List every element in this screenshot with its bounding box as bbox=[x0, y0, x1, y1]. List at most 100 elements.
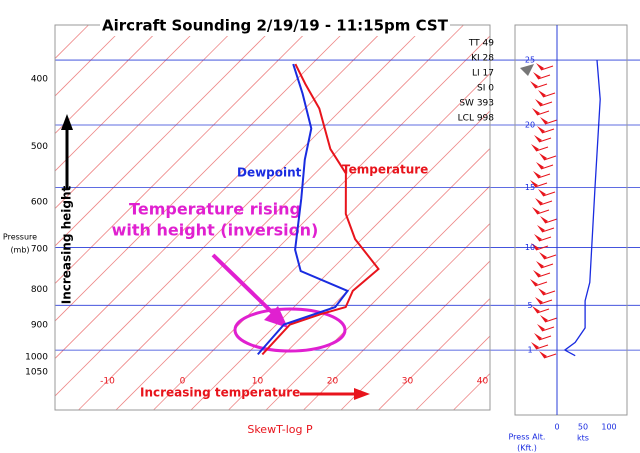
stat: LI 17 bbox=[472, 69, 494, 79]
barb-staff bbox=[540, 263, 554, 269]
barb-flag bbox=[533, 270, 541, 277]
barb-flag bbox=[539, 153, 547, 160]
title-bg bbox=[100, 16, 450, 36]
stat: KI 28 bbox=[471, 54, 494, 64]
barb-flag bbox=[537, 126, 545, 133]
barb-staff bbox=[534, 281, 548, 287]
x-tick-label: 40 bbox=[477, 377, 489, 387]
barb-staff bbox=[537, 173, 551, 179]
barb-flag bbox=[535, 99, 543, 106]
barb-staff bbox=[534, 182, 548, 188]
barb-flag bbox=[537, 225, 545, 232]
barb-flag bbox=[531, 243, 539, 250]
barb-flag bbox=[538, 288, 546, 295]
barb-flag bbox=[536, 63, 544, 70]
barb-staff bbox=[543, 155, 557, 161]
legend-label: Temperature bbox=[342, 163, 428, 177]
wind-y-tick-label: 15 bbox=[525, 183, 535, 192]
chart-title: Aircraft Sounding 2/19/19 - 11:15pm CST bbox=[102, 17, 449, 35]
isotherm-minor bbox=[55, 25, 202, 172]
barb-staff bbox=[534, 83, 548, 89]
barb-flag bbox=[530, 81, 538, 88]
barb-staff bbox=[537, 272, 551, 278]
annotation: Increasing temperature bbox=[140, 386, 300, 400]
barb-flag bbox=[534, 333, 542, 340]
y-tick-label: 400 bbox=[31, 74, 48, 84]
annotation: Temperature rising bbox=[129, 200, 301, 219]
barb-flag bbox=[539, 252, 547, 259]
wind-line bbox=[563, 60, 601, 357]
arrow-head bbox=[264, 306, 288, 328]
barb-flag bbox=[532, 108, 540, 115]
barb-staff bbox=[544, 119, 558, 125]
isotherm bbox=[303, 222, 490, 410]
wind-y-tick-label: 10 bbox=[525, 243, 535, 252]
barb-staff bbox=[542, 290, 556, 296]
annotation: Increasing height bbox=[60, 185, 74, 304]
x-tick-label: 30 bbox=[402, 377, 414, 387]
wind-x-label: kts bbox=[577, 434, 589, 443]
wind-x-tick-label: 0 bbox=[554, 423, 559, 432]
arrow-head bbox=[61, 114, 73, 130]
y-tick-label: 1000 bbox=[25, 353, 48, 363]
barb-staff bbox=[543, 254, 557, 260]
y-tick-label: 600 bbox=[31, 198, 48, 208]
barb-staff bbox=[535, 344, 549, 350]
isotherm-minor bbox=[55, 25, 127, 97]
barb-flag bbox=[540, 315, 548, 322]
wind-y-label: (Kft.) bbox=[517, 444, 537, 453]
isotherm bbox=[378, 297, 490, 410]
barb-staff bbox=[541, 128, 555, 134]
barb-flag bbox=[540, 117, 548, 124]
barb-flag bbox=[535, 297, 543, 304]
barb-flag bbox=[533, 171, 541, 178]
grid bbox=[55, 25, 640, 410]
barb-flag bbox=[531, 144, 539, 151]
isotherm bbox=[78, 25, 464, 410]
wind-y-tick-label: 20 bbox=[525, 121, 535, 130]
barb-staff bbox=[538, 137, 552, 143]
barb-staff bbox=[535, 146, 549, 152]
y-tick-label: 800 bbox=[31, 285, 48, 295]
barb-flag bbox=[533, 72, 541, 79]
x-tick-label: 0 bbox=[180, 377, 186, 387]
isotherm-minor bbox=[55, 25, 389, 360]
wind-y-tick-label: 1 bbox=[527, 346, 532, 355]
barb-staff bbox=[539, 299, 553, 305]
barb-staff bbox=[539, 101, 553, 107]
barb-staff bbox=[542, 92, 556, 98]
barb-flag bbox=[539, 351, 547, 358]
wind-barbs bbox=[520, 63, 558, 359]
y-tick-label: 1050 bbox=[25, 367, 48, 377]
highlight-ellipse bbox=[233, 307, 347, 353]
annotation: with height (inversion) bbox=[112, 221, 319, 240]
barb-flag bbox=[531, 342, 539, 349]
isotherm-minor bbox=[340, 260, 490, 410]
barb-flag bbox=[535, 198, 543, 205]
barb-flag bbox=[530, 279, 538, 286]
isotherm-minor bbox=[55, 25, 239, 210]
stat: TT 49 bbox=[468, 39, 494, 49]
isotherm bbox=[153, 72, 490, 410]
barb-staff bbox=[538, 236, 552, 242]
y-tick-label: 700 bbox=[31, 244, 48, 254]
barb-staff bbox=[544, 317, 558, 323]
x-tick-label: 10 bbox=[252, 377, 264, 387]
barb-staff bbox=[537, 74, 551, 80]
legend-label: Dewpoint bbox=[237, 166, 302, 180]
isotherm bbox=[228, 147, 490, 410]
barb-staff bbox=[540, 164, 554, 170]
barb-flag bbox=[520, 64, 534, 76]
barb-staff bbox=[535, 245, 549, 251]
x-tick-label: 20 bbox=[327, 377, 339, 387]
barb-staff bbox=[544, 218, 558, 224]
barb-flag bbox=[538, 90, 546, 97]
wind-frame bbox=[514, 24, 628, 416]
isotherm-minor bbox=[115, 35, 490, 410]
y-tick-label: 900 bbox=[31, 321, 48, 331]
y-axis-label: Pressure bbox=[3, 233, 37, 242]
wind-x-tick-label: 100 bbox=[601, 423, 616, 432]
barb-flag bbox=[532, 207, 540, 214]
